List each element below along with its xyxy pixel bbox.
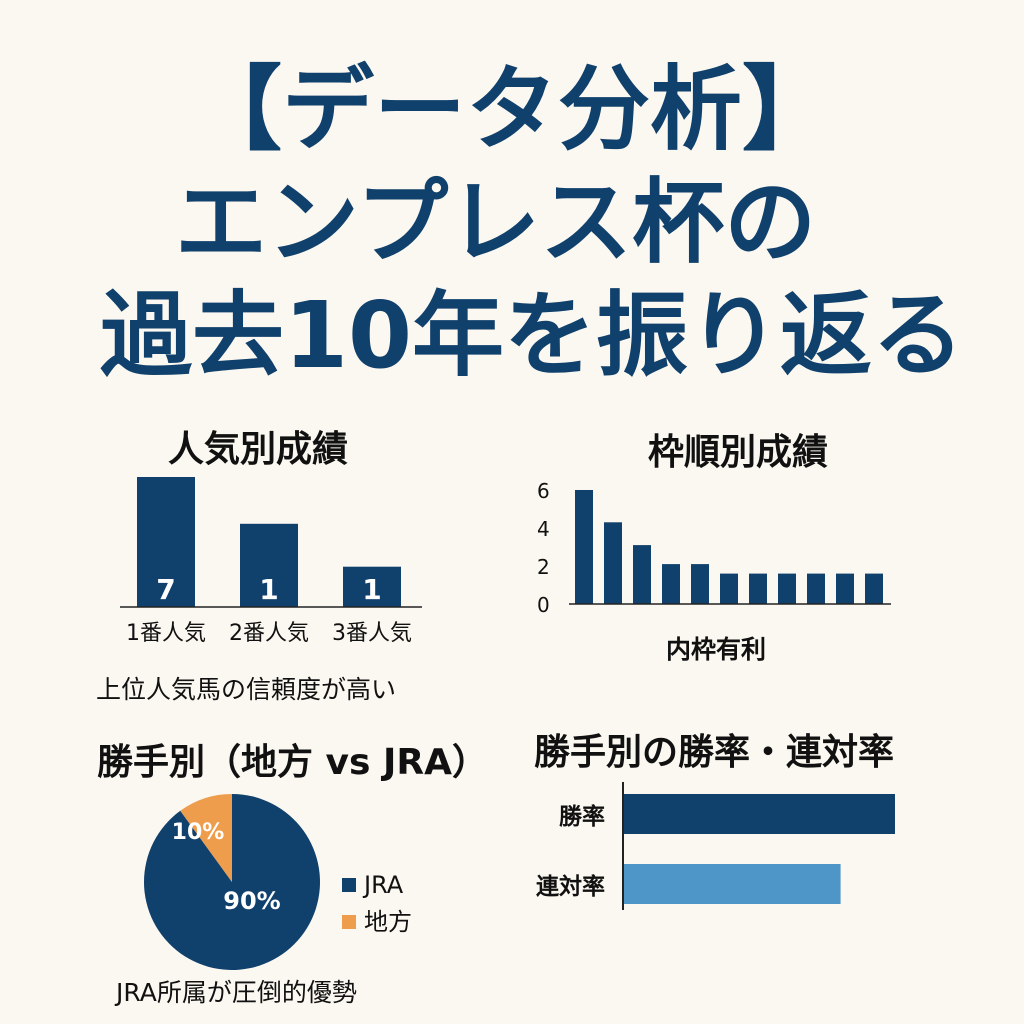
category-label: 勝率: [559, 803, 605, 830]
bar-8: [778, 573, 796, 604]
legend-label: JRA: [362, 871, 404, 899]
bar-9: [807, 573, 825, 604]
category-label: 連対率: [536, 873, 605, 900]
y-tick-label: 2: [537, 555, 550, 579]
legend-swatch: [342, 878, 356, 892]
category-label: 3番人気: [332, 621, 412, 646]
bar-4: [662, 564, 680, 604]
slice-label-jra: 90%: [223, 887, 280, 915]
y-tick-label: 4: [537, 517, 550, 541]
bar-2: [240, 523, 298, 607]
panel2-title: 枠順別成績: [648, 432, 829, 473]
affiliation-pie-chart: 90% 10% JRA 地方: [144, 794, 412, 970]
bar-7: [749, 573, 767, 604]
panel1-title: 人気別成績: [168, 429, 349, 470]
bar-3: [633, 545, 651, 604]
bar-1: [575, 490, 593, 604]
panel4-title: 勝手別の勝率・連対率: [534, 732, 895, 773]
title-line-1: 【データ分析】: [189, 56, 834, 163]
panel3-caption: JRA所属が圧倒的優勢: [116, 978, 357, 1007]
popularity-bar-chart: 7 1番人気 1 2番人気 1 3番人気: [120, 477, 422, 646]
title-line-2: エンプレス杯の: [175, 169, 817, 276]
data-label: 1: [259, 573, 278, 606]
slice-label-local: 10%: [172, 820, 225, 845]
panel3-title: 勝手別（地方 vs JRA）: [97, 742, 488, 783]
legend-label: 地方: [364, 908, 412, 936]
bar-3: [343, 566, 401, 607]
category-label: 1番人気: [126, 621, 206, 646]
title-line-3: 過去10年を振り返る: [100, 282, 965, 389]
bar-10: [836, 573, 854, 604]
bar-1: [137, 477, 195, 607]
bar-11: [865, 573, 883, 604]
panel2-caption: 内枠有利: [666, 635, 767, 664]
draw-bar-chart: 0 2 4 6: [537, 479, 891, 617]
data-label: 1: [362, 573, 381, 606]
panel1-caption: 上位人気馬の信頼度が高い: [96, 675, 397, 704]
pie-slice-地方: [180, 794, 232, 882]
legend-swatch: [342, 915, 356, 929]
y-tick-label: 0: [537, 593, 550, 617]
bar-2: [604, 522, 622, 604]
hbar-2: [623, 864, 841, 904]
bar-6: [720, 573, 738, 604]
data-label: 7: [156, 573, 175, 606]
hbar-1: [623, 794, 895, 834]
y-tick-label: 6: [537, 479, 550, 503]
bar-5: [691, 564, 709, 604]
category-label: 2番人気: [229, 621, 309, 646]
